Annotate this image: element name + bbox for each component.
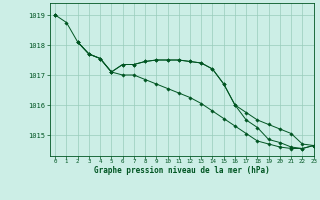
X-axis label: Graphe pression niveau de la mer (hPa): Graphe pression niveau de la mer (hPa) <box>94 166 269 175</box>
